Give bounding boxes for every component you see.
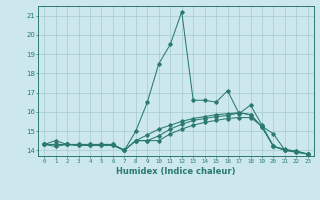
- X-axis label: Humidex (Indice chaleur): Humidex (Indice chaleur): [116, 167, 236, 176]
